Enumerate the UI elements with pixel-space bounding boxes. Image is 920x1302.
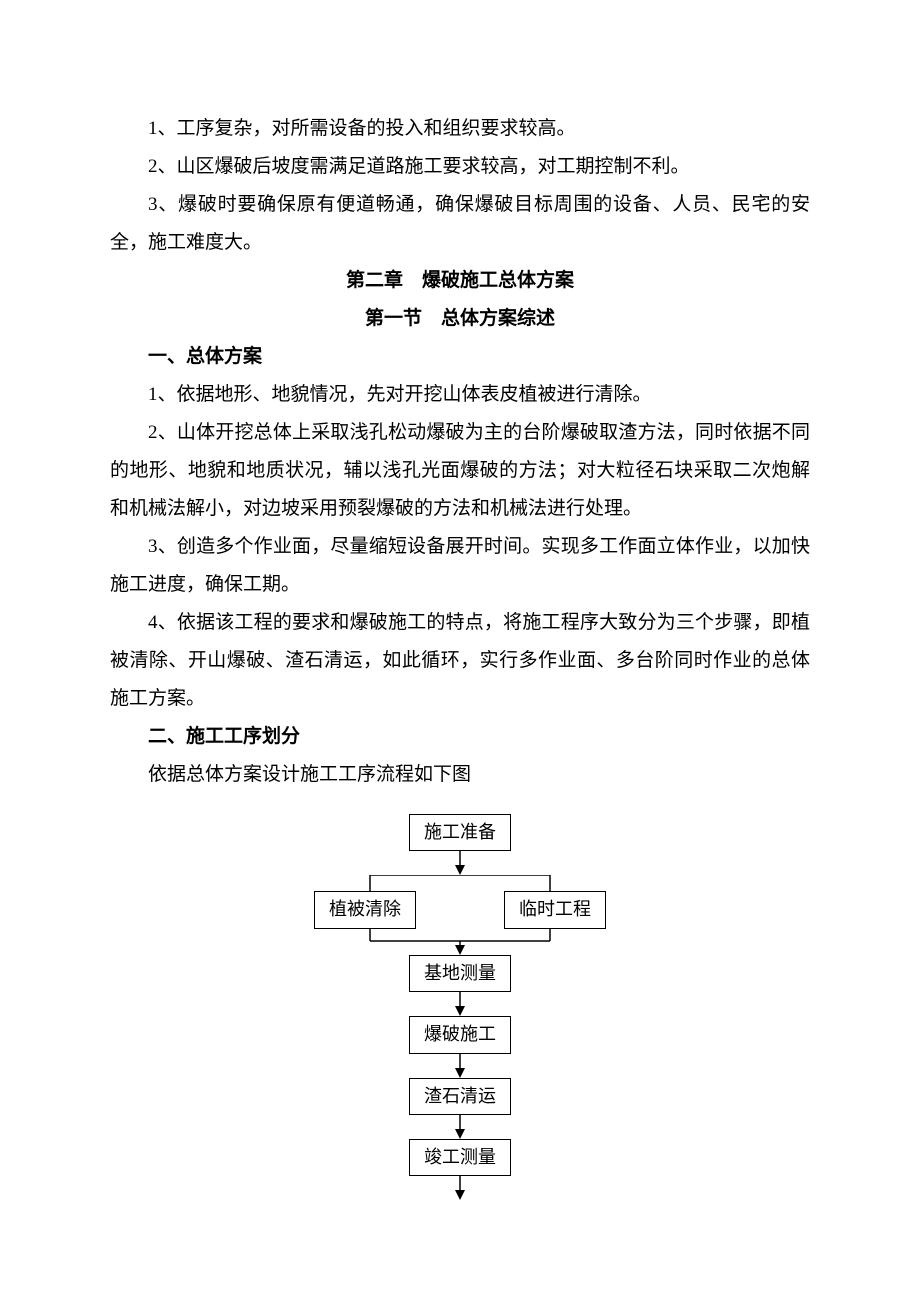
flow-node-temp-works: 临时工程 bbox=[504, 891, 606, 928]
arrow-down-icon bbox=[450, 1115, 470, 1139]
flow-node-slag: 渣石清运 bbox=[409, 1078, 511, 1115]
flow-parallel-row: 植被清除 临时工程 bbox=[314, 891, 606, 928]
subheading-1: 一、总体方案 bbox=[110, 338, 810, 376]
arrow-down-icon bbox=[450, 992, 470, 1016]
flow-branch-left: 植被清除 bbox=[314, 891, 416, 928]
arrow-down-icon bbox=[450, 1176, 470, 1200]
arrow-down-icon bbox=[450, 851, 470, 875]
flow-node-survey: 基地测量 bbox=[409, 955, 511, 992]
flow-node-start: 施工准备 bbox=[409, 814, 511, 851]
flow-node-blasting: 爆破施工 bbox=[409, 1016, 511, 1053]
flow-node-vegetation: 植被清除 bbox=[314, 891, 416, 928]
flow-node-final-survey: 竣工测量 bbox=[409, 1139, 511, 1176]
subheading-2: 二、施工工序划分 bbox=[110, 718, 810, 756]
body-paragraph: 4、依据该工程的要求和爆破施工的特点，将施工程序大致分为三个步骤，即植被清除、开… bbox=[110, 604, 810, 718]
arrow-down-icon bbox=[450, 1054, 470, 1078]
body-paragraph: 1、依据地形、地貌情况，先对开挖山体表皮植被进行清除。 bbox=[110, 376, 810, 414]
flow-branch-right: 临时工程 bbox=[504, 891, 606, 928]
chapter-heading: 第二章 爆破施工总体方案 bbox=[110, 262, 810, 300]
merge-bracket-icon bbox=[330, 929, 590, 955]
body-paragraph: 2、山体开挖总体上采取浅孔松动爆破为主的台阶爆破取渣方法，同时依据不同的地形、地… bbox=[110, 414, 810, 528]
section-heading: 第一节 总体方案综述 bbox=[110, 300, 810, 338]
list-item: 2、山区爆破后坡度需满足道路施工要求较高，对工期控制不利。 bbox=[110, 148, 810, 186]
list-item: 1、工序复杂，对所需设备的投入和组织要求较高。 bbox=[110, 110, 810, 148]
body-paragraph: 3、创造多个作业面，尽量缩短设备展开时间。实现多工作面立体作业，以加快施工进度，… bbox=[110, 528, 810, 604]
process-flowchart: 施工准备 植被清除 临时工程 bbox=[110, 814, 810, 1200]
document-page: 1、工序复杂，对所需设备的投入和组织要求较高。 2、山区爆破后坡度需满足道路施工… bbox=[0, 0, 920, 1302]
body-paragraph: 依据总体方案设计施工工序流程如下图 bbox=[110, 756, 810, 794]
split-bracket-icon bbox=[330, 875, 590, 891]
list-item: 3、爆破时要确保原有便道畅通，确保爆破目标周围的设备、人员、民宅的安全，施工难度… bbox=[110, 186, 810, 262]
